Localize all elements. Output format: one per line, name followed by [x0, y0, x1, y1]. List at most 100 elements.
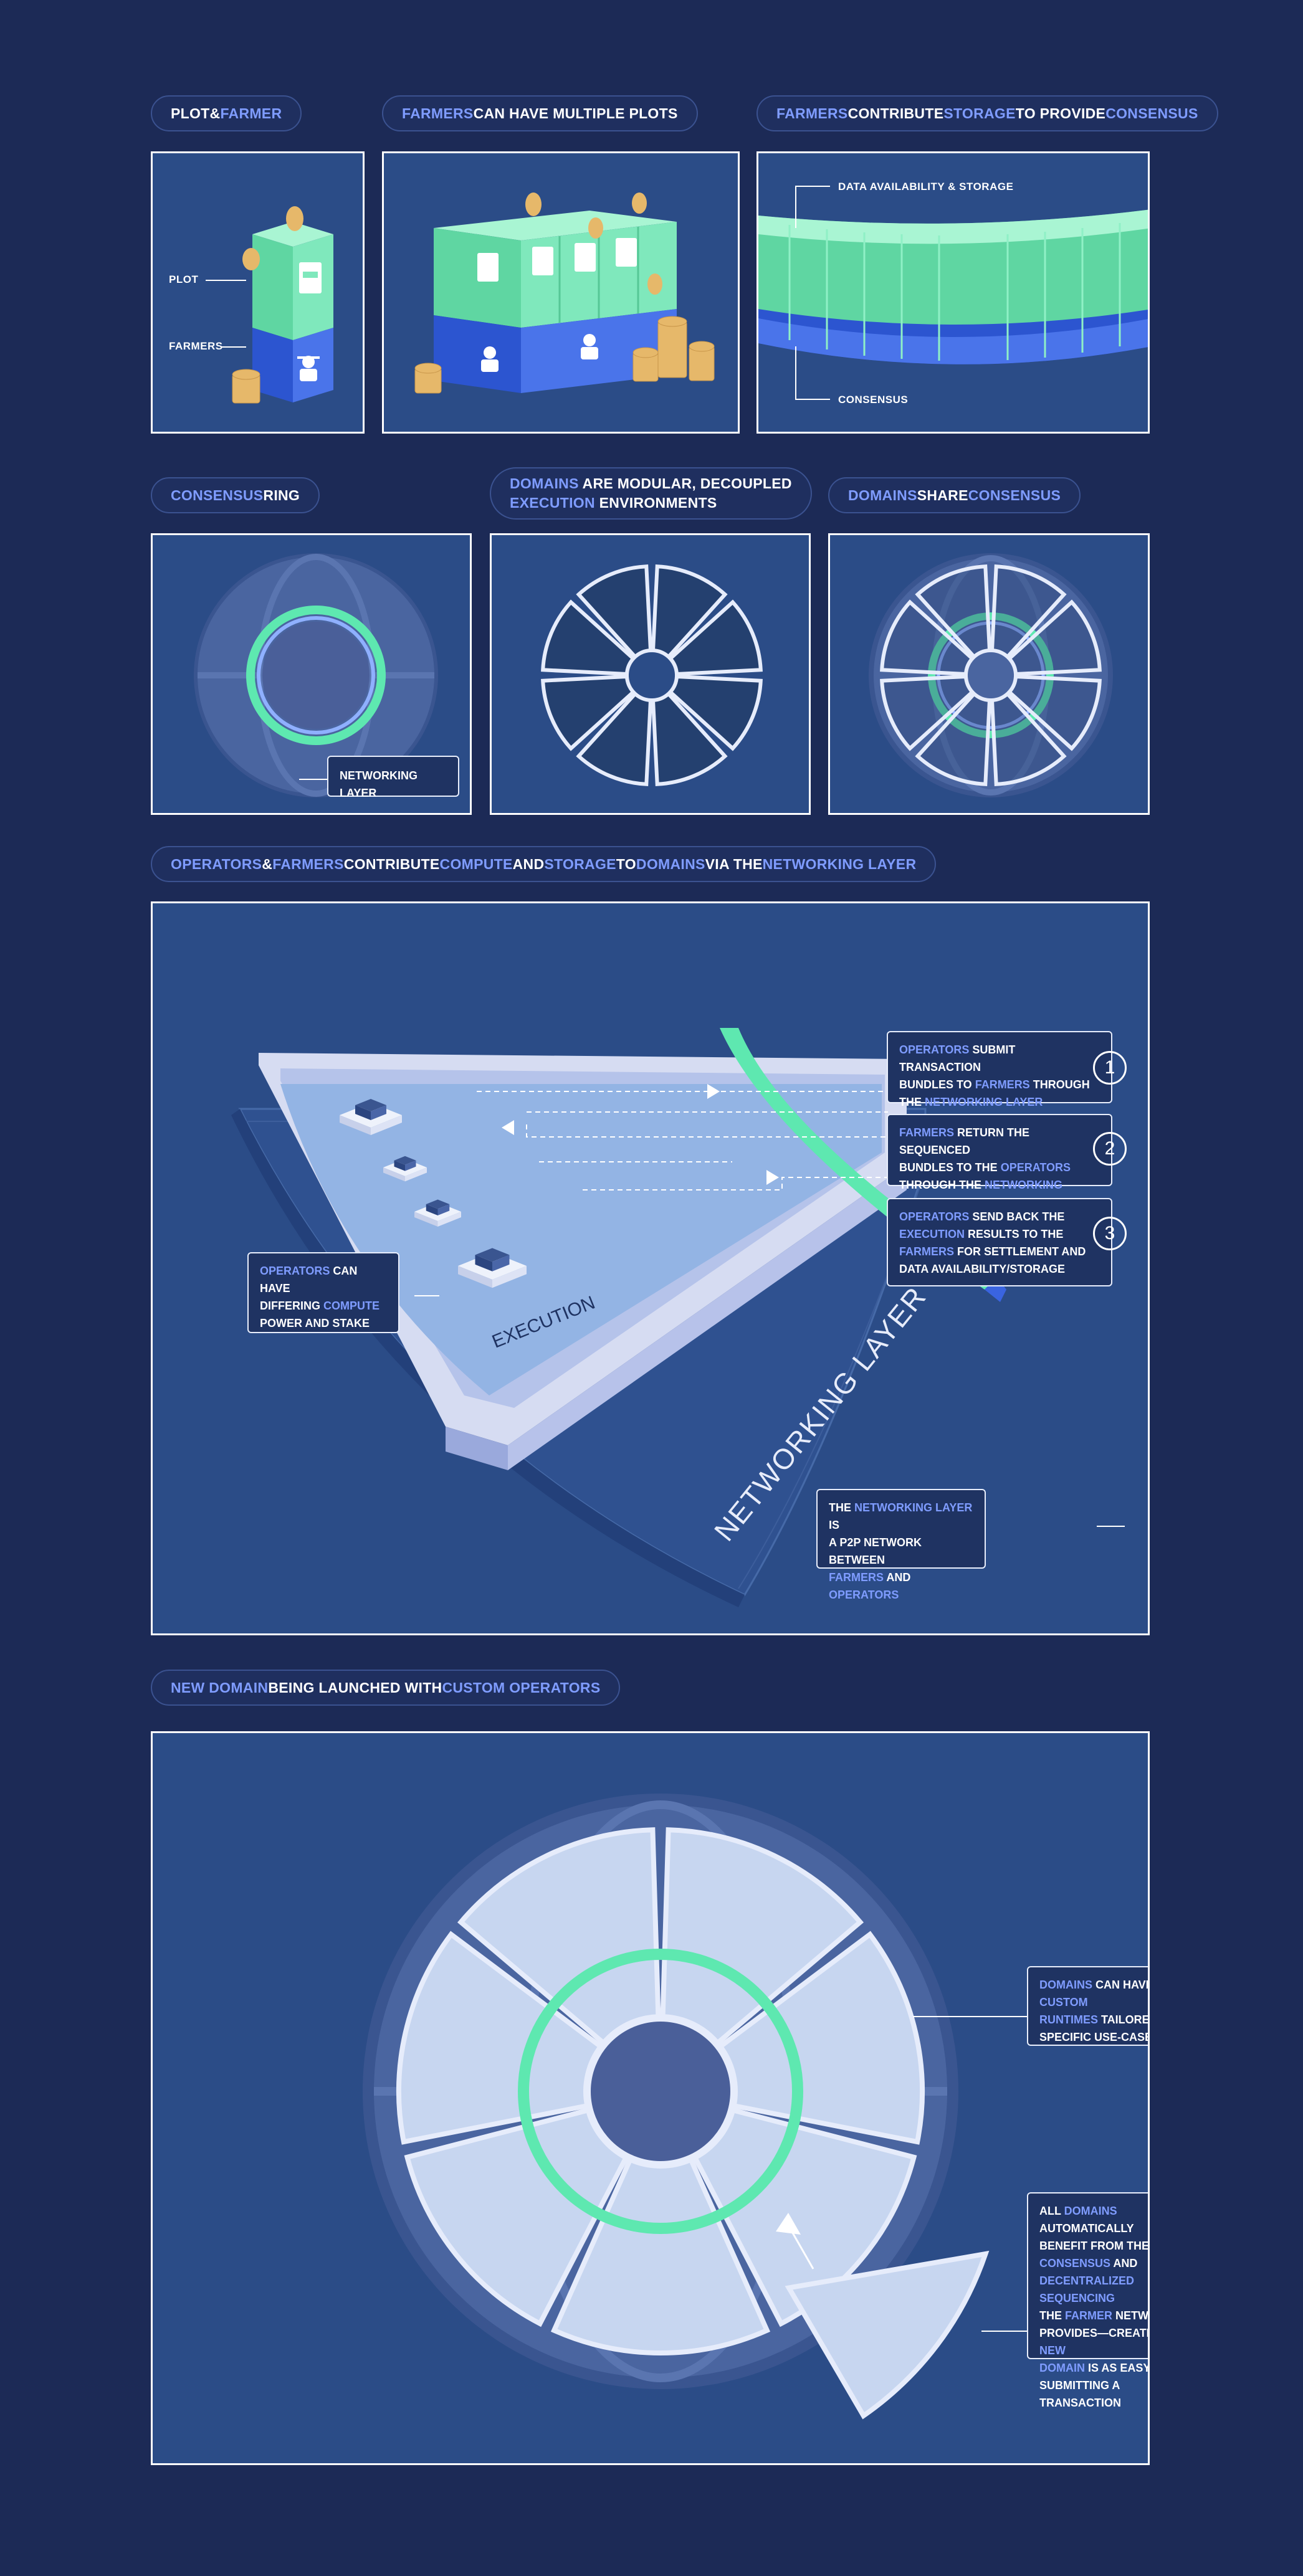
- cpu-chip-icon: [458, 1248, 527, 1288]
- header-text: EXECUTION: [510, 495, 595, 511]
- callout-line: THE FARMER NETWORK: [1039, 2307, 1149, 2324]
- header-operators-farmers: OPERATORS & FARMERS CONTRIBUTE COMPUTE A…: [151, 846, 937, 882]
- header-text: ARE MODULAR, DECOUPLED: [578, 475, 792, 492]
- networking-layer-text: NETWORKING LAYER: [340, 769, 418, 799]
- callout-text: OPERATORS: [899, 1043, 970, 1056]
- callout-line: EXECUTION RESULTS TO THE: [899, 1225, 1100, 1243]
- header-domains-modular: DOMAINS ARE MODULAR, DECOUPLED EXECUTION…: [490, 467, 812, 520]
- step1-callout: OPERATORS SUBMIT TRANSACTION BUNDLES TO …: [887, 1031, 1112, 1108]
- callout-text: OPERATORS: [260, 1265, 330, 1277]
- callout-text: THROUGH: [1029, 1078, 1090, 1091]
- header-multiple-plots: FARMERS CAN HAVE MULTIPLE PLOTS: [382, 95, 698, 131]
- callout-text: CAN HAVE: [1092, 1979, 1150, 1991]
- consensus-label: CONSENSUS: [838, 394, 909, 406]
- header-text: OPERATORS: [171, 855, 262, 872]
- callout-text: SEND BACK THE: [969, 1210, 1065, 1223]
- header-text: CUSTOM OPERATORS: [442, 1679, 601, 1696]
- header-plot-farmer: PLOT & FARMER: [151, 95, 302, 131]
- callout-line: DIFFERING COMPUTE: [260, 1297, 387, 1314]
- header-contribute-storage: FARMERS CONTRIBUTE STORAGE TO PROVIDE CO…: [757, 95, 1218, 131]
- header-text: BEING LAUNCHED WITH: [268, 1679, 442, 1696]
- plot-label: PLOT: [169, 273, 199, 285]
- header-text: FARMER: [220, 105, 282, 121]
- callout-text: AND: [1110, 2257, 1138, 2269]
- domain-segment: [915, 691, 992, 786]
- callout-text: AUTOMATICALLY: [1039, 2222, 1134, 2235]
- callout-text: NEW: [1039, 2344, 1066, 2357]
- domain-segment: [541, 599, 636, 677]
- header-text: COMPUTE: [439, 855, 513, 872]
- header-text: &: [209, 105, 221, 121]
- callout-line: A P2P NETWORK BETWEEN: [829, 1536, 922, 1566]
- domain-segment: [651, 564, 728, 660]
- callout-text: THROUGH THE: [899, 1179, 985, 1191]
- networking-layer-illustration: [231, 1028, 1125, 1607]
- callout-text: THE: [1039, 2309, 1066, 2322]
- callout-text: DOMAINS: [1039, 1979, 1092, 1991]
- farmers-label: FARMERS: [169, 340, 223, 352]
- header-text: DOMAINS: [848, 487, 917, 503]
- contribute-storage-panel: DATA AVAILABILITY & STORAGE CONSENSUS: [757, 151, 1150, 434]
- networking-layer-box: NETWORKING LAYER: [327, 756, 459, 799]
- header-text: DOMAINS: [636, 855, 705, 872]
- callout-text: OPERATORS: [899, 1210, 970, 1223]
- step2-callout: FARMERS RETURN THE SEQUENCED BUNDLES TO …: [887, 1114, 1112, 1209]
- domain-segment: [1006, 674, 1102, 751]
- callout-text: COMPUTE: [323, 1300, 379, 1312]
- callout-line: BUNDLES TO THE OPERATORS: [899, 1159, 1100, 1176]
- callout-text: OPERATORS: [1000, 1161, 1071, 1174]
- domain-segment: [576, 564, 653, 660]
- callout-text: FOR SETTLEMENT AND: [954, 1245, 1086, 1258]
- header-consensus-ring: CONSENSUS RING: [151, 477, 320, 513]
- header-text: ENVIRONMENTS: [594, 495, 717, 511]
- header-text: FARMERS: [272, 855, 344, 872]
- header-text: FARMERS: [402, 105, 474, 121]
- callout-text: CAN HAVE: [260, 1265, 358, 1295]
- callout-text: CUSTOM: [1039, 1996, 1088, 2008]
- new-domain-illustration: [363, 1794, 1027, 2420]
- callout-text: NETWORK: [1115, 2309, 1149, 2322]
- domain-segment: [990, 691, 1067, 786]
- step3-callout: OPERATORS SEND BACK THE EXECUTION RESULT…: [887, 1198, 1112, 1286]
- callout-text: AND: [884, 1571, 911, 1584]
- domain-segment: [880, 674, 975, 751]
- header-text: STORAGE: [943, 105, 1016, 121]
- header-text: NEW DOMAIN: [171, 1679, 269, 1696]
- multiple-plots-panel: [382, 151, 740, 434]
- header-text: CONSENSUS: [1105, 105, 1198, 121]
- header-text: TO: [616, 855, 636, 872]
- header-text: CONTRIBUTE: [847, 105, 944, 121]
- new-domain-panel: DOMAINS CAN HAVE CUSTOM RUNTIMES TAILORE…: [151, 1731, 1150, 2465]
- callout-line: ALL DOMAINS AUTOMATICALLY: [1039, 2202, 1148, 2237]
- auto-benefit-callout: ALL DOMAINS AUTOMATICALLY BENEFIT FROM T…: [1027, 2192, 1149, 2409]
- callout-line: BENEFIT FROM THE: [1039, 2240, 1149, 2252]
- header-line: EXECUTION ENVIRONMENTS: [510, 493, 717, 513]
- cpu-chip-icon: [340, 1099, 402, 1135]
- callout-text: FARMERS: [899, 1245, 955, 1258]
- header-text: AND: [512, 855, 545, 872]
- step2-number: 2: [1093, 1132, 1127, 1166]
- domain-segment: [990, 564, 1067, 660]
- networking-p2p-callout: THE NETWORKING LAYER IS A P2P NETWORK BE…: [816, 1489, 986, 1601]
- header-text: VIA THE: [705, 855, 763, 872]
- domain-segment: [667, 674, 763, 751]
- domain-segment: [576, 691, 653, 786]
- consensus-ring-illustration: [194, 553, 438, 797]
- callout-line: THE NETWORKING LAYER: [899, 1093, 1100, 1111]
- callout-text: BUNDLES TO THE: [899, 1161, 1001, 1174]
- header-line: DOMAINS ARE MODULAR, DECOUPLED: [510, 474, 792, 493]
- domains-modular-panel: [490, 533, 811, 815]
- callout-text: ALL: [1039, 2205, 1064, 2217]
- domains-wheel-illustration: [541, 564, 763, 786]
- domain-segment: [667, 599, 763, 677]
- header-text: RING: [263, 487, 300, 503]
- header-text: CONTRIBUTE: [343, 855, 440, 872]
- callout-line: DECENTRALIZED SEQUENCING: [1039, 2274, 1134, 2304]
- domains-share-illustration: [869, 553, 1113, 797]
- header-domains-share: DOMAINS SHARE CONSENSUS: [828, 477, 1081, 513]
- callout-line: DOMAIN IS AS EASY AS: [1039, 2359, 1148, 2377]
- custom-runtimes-callout: DOMAINS CAN HAVE CUSTOM RUNTIMES TAILORE…: [1027, 1966, 1150, 2046]
- callout-text: RETURN THE SEQUENCED: [899, 1126, 1030, 1156]
- domains-share-panel: [828, 533, 1150, 815]
- callout-text: RUNTIMES: [1039, 2013, 1098, 2026]
